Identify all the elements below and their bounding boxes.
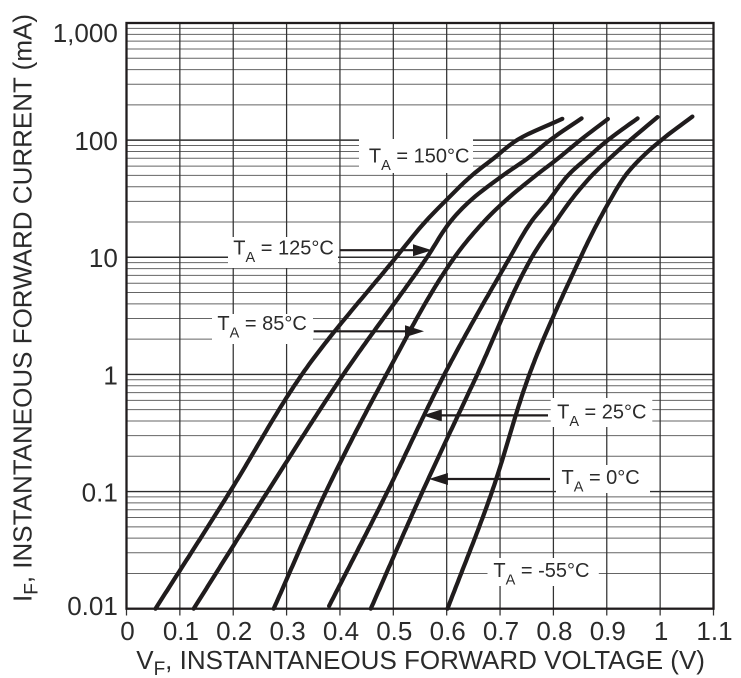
svg-text:100: 100 xyxy=(74,126,117,156)
svg-text:IF, INSTANTANEOUS FORWARD CURR: IF, INSTANTANEOUS FORWARD CURRENT (mA) xyxy=(8,14,43,602)
svg-text:0.7: 0.7 xyxy=(483,616,519,646)
svg-text:0.5: 0.5 xyxy=(376,616,412,646)
svg-text:0.01: 0.01 xyxy=(67,591,118,621)
svg-text:0: 0 xyxy=(120,616,134,646)
svg-text:0.6: 0.6 xyxy=(430,616,466,646)
svg-text:0.1: 0.1 xyxy=(82,478,118,508)
svg-text:0.9: 0.9 xyxy=(590,616,626,646)
svg-text:0.3: 0.3 xyxy=(270,616,306,646)
svg-text:0.4: 0.4 xyxy=(323,616,359,646)
svg-text:VF, INSTANTANEOUS FORWARD VOLT: VF, INSTANTANEOUS FORWARD VOLTAGE (V) xyxy=(136,645,705,678)
svg-text:1: 1 xyxy=(654,616,668,646)
svg-text:1: 1 xyxy=(103,360,117,390)
svg-text:1,000: 1,000 xyxy=(53,18,118,48)
svg-text:0.2: 0.2 xyxy=(216,616,252,646)
svg-text:1.1: 1.1 xyxy=(696,616,732,646)
svg-text:0.8: 0.8 xyxy=(536,616,572,646)
svg-text:0.1: 0.1 xyxy=(163,616,199,646)
svg-text:10: 10 xyxy=(89,243,118,273)
